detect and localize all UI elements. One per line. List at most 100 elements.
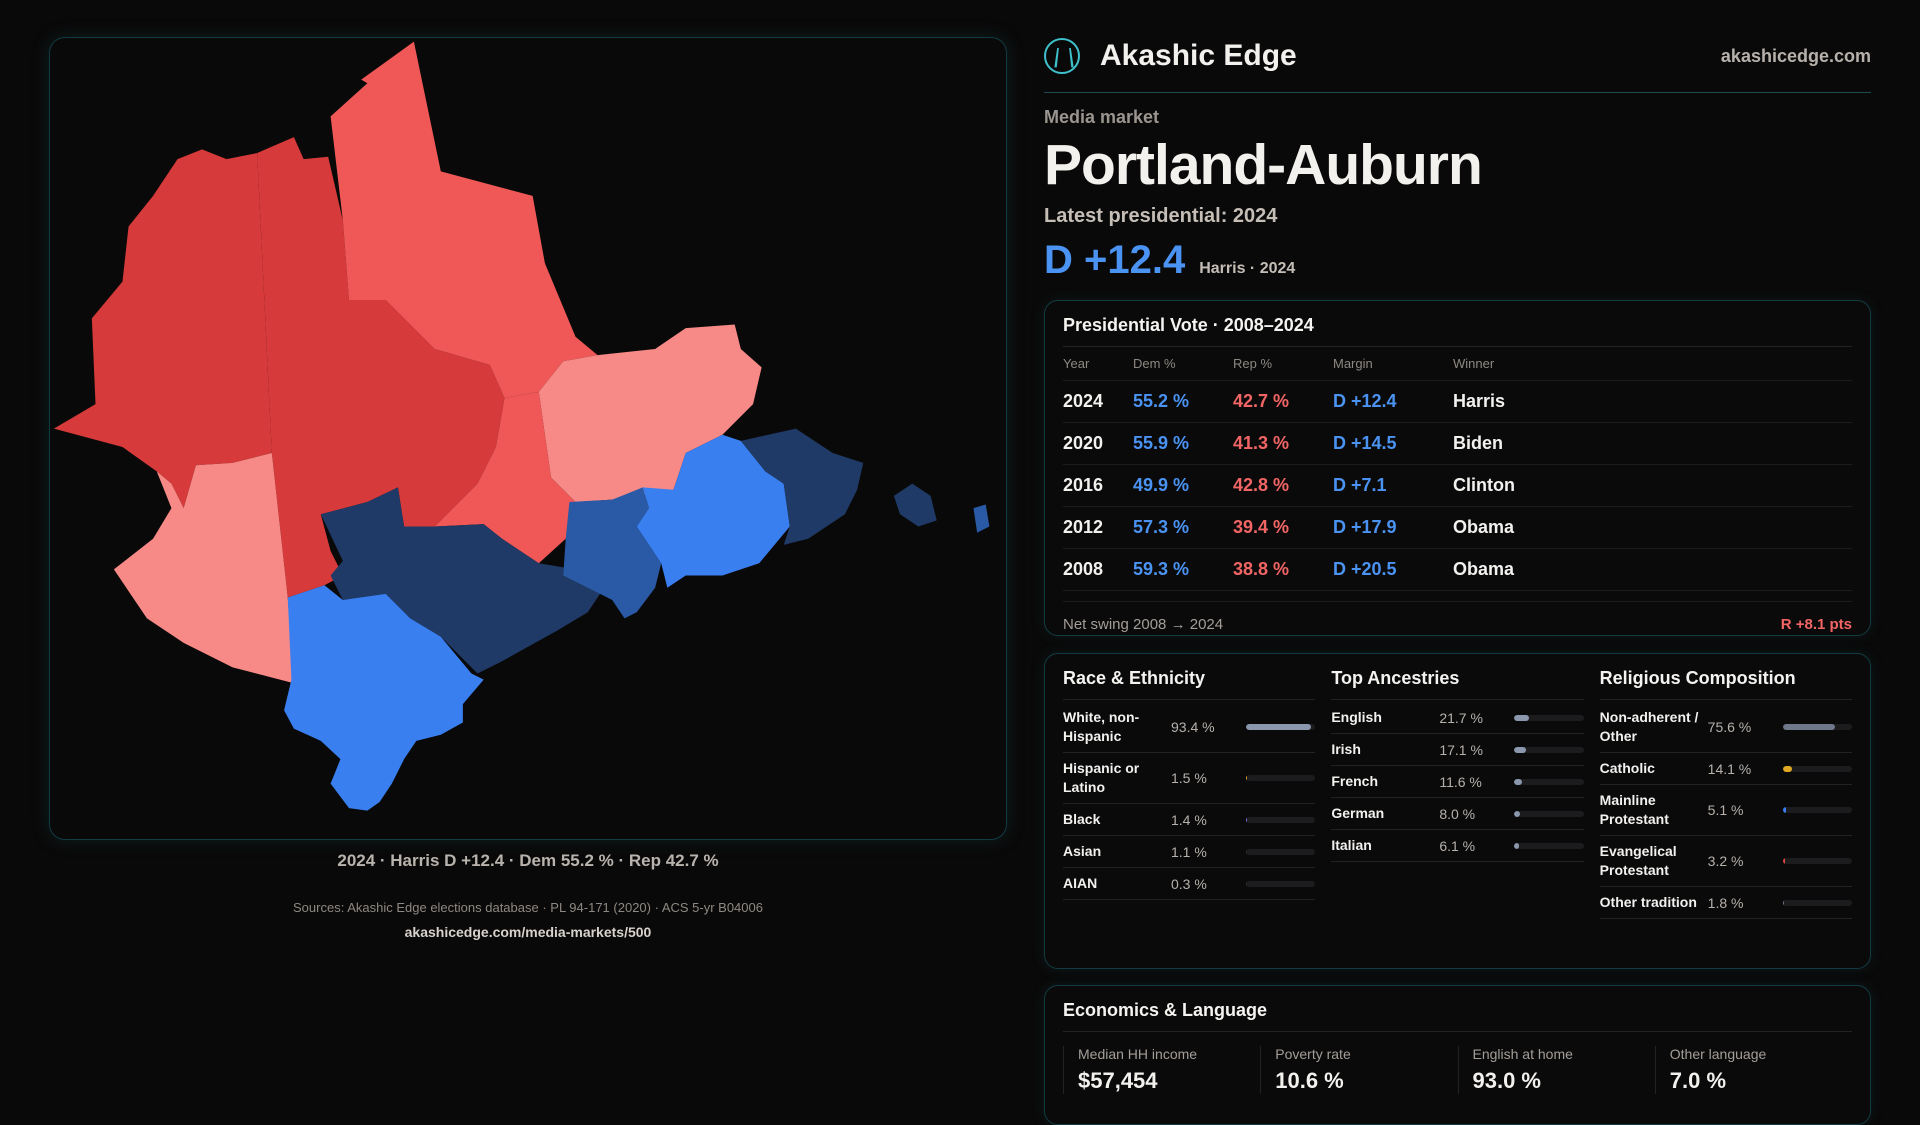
item-value: 1.1 % bbox=[1171, 844, 1246, 860]
item-value: 11.6 % bbox=[1439, 774, 1514, 790]
progress-fill bbox=[1514, 715, 1529, 721]
item-label: Non-adherent / Other bbox=[1600, 708, 1708, 746]
item-label: Catholic bbox=[1600, 759, 1708, 778]
cell-winner: Obama bbox=[1453, 559, 1852, 580]
card-title: Presidential Vote · 2008–2024 bbox=[1063, 315, 1852, 336]
cell-winner: Harris bbox=[1453, 391, 1852, 412]
item-label: AIAN bbox=[1063, 874, 1171, 893]
progress-bar bbox=[1246, 849, 1315, 855]
progress-fill bbox=[1246, 817, 1247, 823]
item-label: Mainline Protestant bbox=[1600, 791, 1708, 829]
stat-cell: Median HH income$57,454 bbox=[1063, 1046, 1260, 1094]
progress-fill bbox=[1246, 724, 1311, 730]
cell-year: 2016 bbox=[1063, 475, 1133, 496]
progress-bar bbox=[1783, 766, 1852, 772]
swing-label: Net swing 2008 → 2024 bbox=[1063, 616, 1223, 633]
stat-label: Median HH income bbox=[1078, 1046, 1260, 1062]
stat-label: English at home bbox=[1473, 1046, 1655, 1062]
item-label: Italian bbox=[1331, 836, 1439, 855]
cell-year: 2020 bbox=[1063, 433, 1133, 454]
cell-rep: 42.8 % bbox=[1233, 475, 1333, 496]
item-value: 6.1 % bbox=[1439, 838, 1514, 854]
progress-fill bbox=[1783, 858, 1785, 864]
page-url-link[interactable]: akashicedge.com/media-markets/500 bbox=[49, 924, 1007, 940]
item-value: 8.0 % bbox=[1439, 806, 1514, 822]
brand-name[interactable]: Akashic Edge bbox=[1100, 39, 1297, 73]
progress-fill bbox=[1783, 766, 1793, 772]
stat-value: 10.6 % bbox=[1275, 1068, 1457, 1094]
progress-bar bbox=[1514, 811, 1583, 817]
item-label: Irish bbox=[1331, 740, 1439, 759]
progress-bar bbox=[1514, 843, 1583, 849]
column-header: Margin bbox=[1333, 356, 1453, 371]
section-title: Top Ancestries bbox=[1331, 668, 1583, 700]
stat-cell: Poverty rate 10.6 % bbox=[1260, 1046, 1457, 1094]
column-header: Year bbox=[1063, 356, 1133, 371]
progress-bar bbox=[1246, 881, 1315, 887]
column-header: Winner bbox=[1453, 356, 1852, 371]
column-header: Rep % bbox=[1233, 356, 1333, 371]
item-value: 0.3 % bbox=[1171, 876, 1246, 892]
item-value: 14.1 % bbox=[1708, 761, 1783, 777]
item-label: Other tradition bbox=[1600, 893, 1708, 912]
progress-fill bbox=[1246, 775, 1247, 781]
cell-dem: 55.9 % bbox=[1133, 433, 1233, 454]
economics-grid: Median HH income$57,454 Poverty rate 10.6 … bbox=[1063, 1046, 1852, 1094]
progress-fill bbox=[1246, 849, 1247, 855]
stat-label: Poverty rate bbox=[1275, 1046, 1457, 1062]
cell-rep: 41.3 % bbox=[1233, 433, 1333, 454]
cell-winner: Obama bbox=[1453, 517, 1852, 538]
margin-sub: Harris · 2024 bbox=[1199, 260, 1295, 278]
column-header: Dem % bbox=[1133, 356, 1233, 371]
cell-margin: D +7.1 bbox=[1333, 475, 1453, 496]
map-caption: 2024 · Harris D +12.4 · Dem 55.2 % · Rep… bbox=[49, 851, 1007, 871]
progress-bar bbox=[1783, 724, 1852, 730]
item-label: Asian bbox=[1063, 842, 1171, 861]
site-link[interactable]: akashicedge.com bbox=[1721, 46, 1871, 67]
item-label: French bbox=[1331, 772, 1439, 791]
cell-rep: 38.8 % bbox=[1233, 559, 1333, 580]
progress-fill bbox=[1514, 747, 1526, 753]
item-value: 1.5 % bbox=[1171, 770, 1246, 786]
cell-year: 2008 bbox=[1063, 559, 1133, 580]
item-label: English bbox=[1331, 708, 1439, 727]
margin-value: D +12.4 bbox=[1044, 238, 1185, 283]
progress-fill bbox=[1514, 779, 1522, 785]
progress-bar bbox=[1783, 900, 1852, 906]
item-label: German bbox=[1331, 804, 1439, 823]
akashic-logo-icon[interactable] bbox=[1044, 38, 1080, 74]
page-title: Portland-Auburn bbox=[1044, 132, 1482, 198]
economics-card: Economics & Language Median HH income$57… bbox=[1044, 985, 1871, 1125]
item-value: 1.8 % bbox=[1708, 895, 1783, 911]
stat-label: Other language bbox=[1670, 1046, 1852, 1062]
progress-bar bbox=[1246, 817, 1315, 823]
latest-margin: D +12.4 Harris · 2024 bbox=[1044, 238, 1295, 283]
cell-year: 2024 bbox=[1063, 391, 1133, 412]
swing-value: R +8.1 pts bbox=[1781, 616, 1852, 633]
item-label: Black bbox=[1063, 810, 1171, 829]
cell-winner: Clinton bbox=[1453, 475, 1852, 496]
progress-bar bbox=[1783, 858, 1852, 864]
